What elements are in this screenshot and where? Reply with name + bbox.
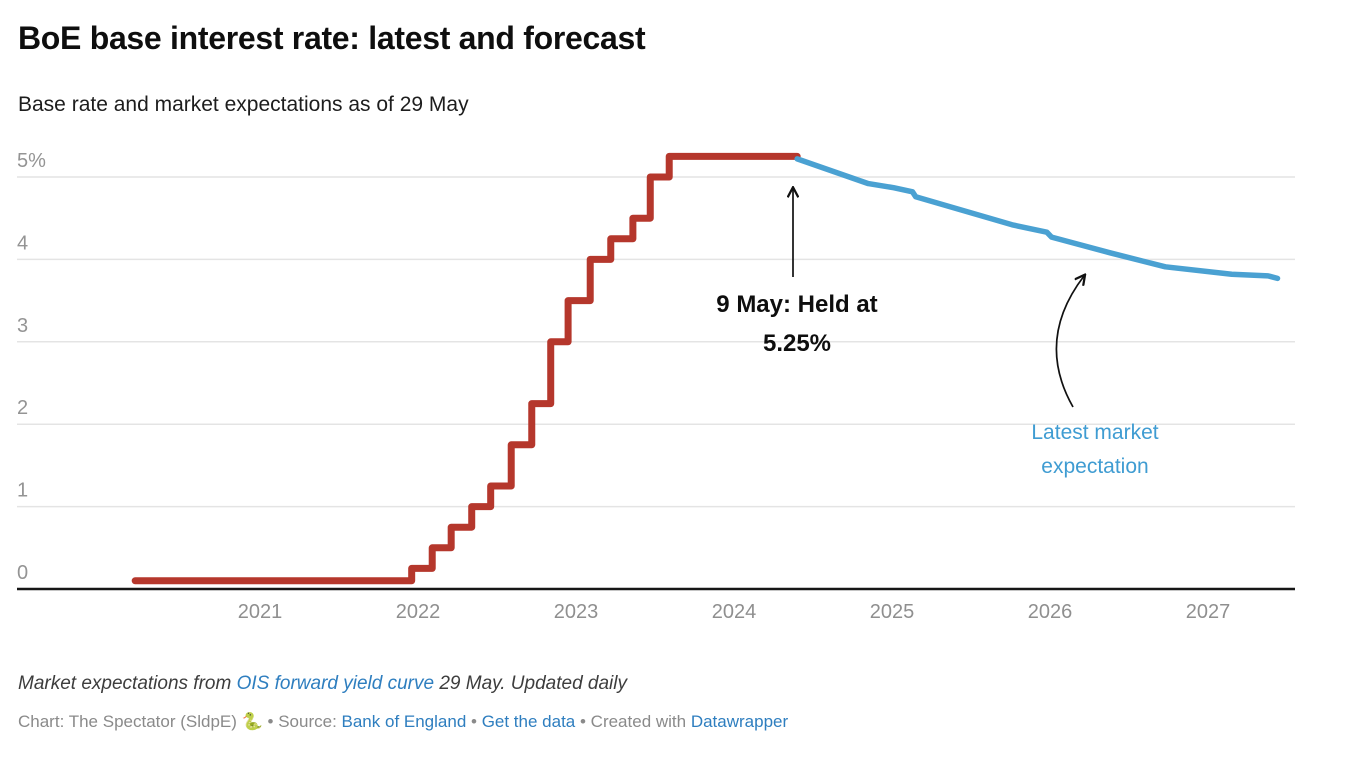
forecast-line xyxy=(794,156,1281,282)
base-rate-line xyxy=(131,152,801,585)
x-axis-labels: 2021 2022 2023 2024 2025 2026 2027 xyxy=(238,601,1231,623)
x-tick-label: 2025 xyxy=(870,601,915,623)
notes-prefix: Market expectations from xyxy=(18,673,237,694)
datawrapper-link[interactable]: Datawrapper xyxy=(690,712,789,731)
gridlines: 5% 4 3 2 1 0 xyxy=(17,150,1295,591)
byline-separator: • xyxy=(262,712,279,731)
footer-notes: Market expectations from OIS forward yie… xyxy=(18,673,627,695)
bank-of-england-link[interactable]: Bank of England xyxy=(341,712,467,731)
footer-byline: Chart: The Spectator (SldpE) 🐍 • Source:… xyxy=(18,712,788,732)
chart-plot: 5% 4 3 2 1 0 2021 2022 2023 2024 2025 2026 2027 9 M… xyxy=(17,150,1295,623)
byline-source-label: Source: xyxy=(278,712,342,731)
x-tick-label: 2026 xyxy=(1028,601,1073,623)
byline-chart-label: Chart: The Spectator (SldpE) xyxy=(18,712,242,731)
held-annotation-line1: 9 May: Held at xyxy=(716,291,877,318)
expectation-annotation-line1: Latest market xyxy=(1031,421,1158,444)
notes-suffix: 29 May. Updated daily xyxy=(434,673,627,694)
ois-forward-yield-curve-link[interactable]: OIS forward yield curve xyxy=(236,673,435,694)
y-tick-label: 2 xyxy=(17,397,28,419)
y-tick-label: 3 xyxy=(17,315,28,337)
y-tick-label: 1 xyxy=(17,480,28,502)
y-tick-label: 0 xyxy=(17,562,28,584)
snake-emoji-icon: 🐍 xyxy=(241,712,263,731)
byline-separator: • xyxy=(466,712,482,731)
expectation-annotation-line2: expectation xyxy=(1041,455,1148,478)
x-tick-label: 2022 xyxy=(396,601,441,623)
y-tick-label: 4 xyxy=(17,232,28,254)
x-tick-label: 2027 xyxy=(1186,601,1231,623)
x-tick-label: 2021 xyxy=(238,601,283,623)
byline-created-with: • Created with xyxy=(575,712,691,731)
series-lines xyxy=(131,152,1281,585)
x-tick-label: 2023 xyxy=(554,601,599,623)
get-the-data-link[interactable]: Get the data xyxy=(481,712,576,731)
chart-subtitle: Base rate and market expectations as of … xyxy=(18,93,469,116)
expectation-annotation-arrow xyxy=(1055,276,1084,408)
x-tick-label: 2024 xyxy=(712,601,757,623)
chart-title: BoE base interest rate: latest and forec… xyxy=(18,20,646,56)
y-tick-label: 5% xyxy=(17,150,46,172)
held-annotation-line2: 5.25% xyxy=(763,330,831,357)
